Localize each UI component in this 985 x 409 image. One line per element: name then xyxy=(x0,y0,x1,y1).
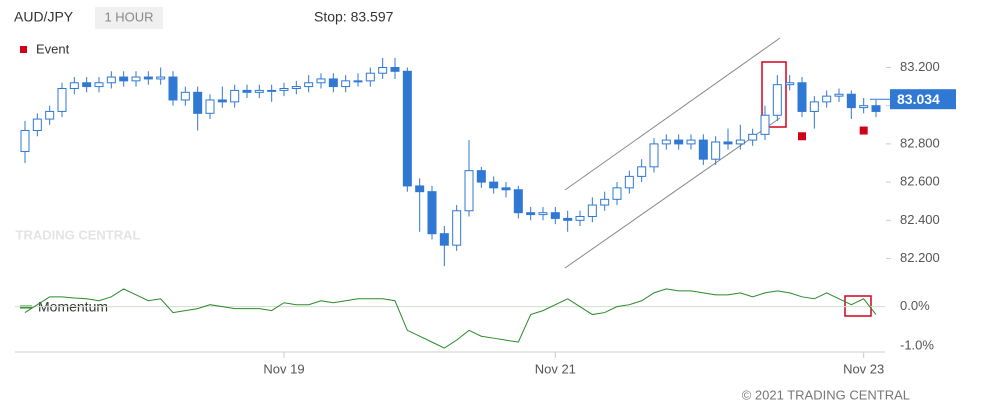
candle-body xyxy=(686,139,696,145)
candle-body xyxy=(217,99,227,103)
candle-body xyxy=(587,204,597,218)
candle-body xyxy=(600,198,610,206)
candle-body xyxy=(637,166,647,177)
candle-body xyxy=(353,80,363,83)
candle-body xyxy=(106,76,116,84)
x-tick-label: Nov 23 xyxy=(843,361,884,376)
candle-body xyxy=(748,133,758,141)
channel-lower xyxy=(564,117,781,269)
candle-body xyxy=(267,89,277,92)
candle-body xyxy=(538,212,548,216)
candle-body xyxy=(279,87,289,91)
channel-upper xyxy=(564,37,781,191)
highlight-box xyxy=(844,295,872,317)
candle-body xyxy=(501,187,511,191)
candle-body xyxy=(575,216,585,221)
event-marker xyxy=(798,132,806,141)
y-tick-label: 82.200 xyxy=(900,250,940,265)
last-price-tag xyxy=(890,89,956,110)
candle-body xyxy=(402,70,412,187)
candle-body xyxy=(797,82,807,112)
candle-body xyxy=(526,212,536,216)
candle-body xyxy=(427,191,437,235)
candle-body xyxy=(378,66,388,74)
candle-body xyxy=(94,82,104,88)
copyright: © 2021 TRADING CENTRAL xyxy=(742,387,910,402)
symbol: AUD/JPY xyxy=(14,9,74,25)
candle-body xyxy=(390,66,400,72)
candle-body xyxy=(143,76,153,80)
candle-body xyxy=(859,105,869,109)
candle-body xyxy=(550,212,560,219)
candle-body xyxy=(365,72,375,82)
candle-body xyxy=(32,118,42,132)
event-legend-marker xyxy=(20,46,27,53)
candle-body xyxy=(612,187,622,200)
candle-body xyxy=(328,78,338,88)
candle-body xyxy=(785,82,795,86)
candle-body xyxy=(735,139,745,145)
y-tick-label: 82.400 xyxy=(900,212,940,227)
candle-body xyxy=(341,80,351,88)
candle-body xyxy=(649,143,659,168)
candle-body xyxy=(674,139,684,145)
candle-body xyxy=(809,101,819,112)
candle-body xyxy=(723,141,733,145)
candle-body xyxy=(464,170,474,212)
candle-body xyxy=(156,76,166,80)
candle-body xyxy=(254,89,264,93)
stop-label: Stop: 83.597 xyxy=(314,9,394,25)
y-tick-label: 82.800 xyxy=(900,135,940,150)
candle-body xyxy=(131,76,141,82)
candle-body xyxy=(698,139,708,160)
candle-body xyxy=(822,95,832,103)
candle-body xyxy=(291,86,301,89)
candle-body xyxy=(834,93,844,97)
candle-body xyxy=(168,76,178,101)
candle-body xyxy=(476,170,486,183)
candle-body xyxy=(45,110,55,120)
candle-body xyxy=(415,185,425,193)
candle-body xyxy=(57,87,67,112)
watermark: TRADING CENTRAL xyxy=(16,227,141,242)
candle-body xyxy=(489,181,499,189)
y-tick-label: 0.0% xyxy=(900,298,930,313)
y-tick-label: 83.200 xyxy=(900,59,940,74)
y-tick-label: 82.600 xyxy=(900,174,940,189)
candle-body xyxy=(871,105,881,112)
candle-body xyxy=(69,82,79,89)
candle-body xyxy=(20,130,30,153)
candle-body xyxy=(230,89,240,103)
candle-body xyxy=(242,89,252,93)
last-price-label: 83.034 xyxy=(897,91,940,107)
candle-body xyxy=(760,114,770,135)
event-marker xyxy=(859,126,868,135)
highlight-box xyxy=(761,61,787,128)
candle-body xyxy=(82,82,92,88)
timeframe[interactable]: 1 HOUR xyxy=(104,9,153,24)
candle-body xyxy=(513,189,523,214)
candle-body xyxy=(452,210,462,246)
candle-body xyxy=(772,84,782,116)
x-tick-label: Nov 21 xyxy=(535,361,576,376)
candle-body xyxy=(119,76,129,82)
candle-body xyxy=(711,141,721,160)
timeframe-box[interactable] xyxy=(95,7,163,29)
candle-body xyxy=(205,99,215,114)
candle-body xyxy=(661,139,671,145)
candle-body xyxy=(439,233,449,246)
event-legend: Event xyxy=(36,41,70,56)
candle-body xyxy=(316,78,326,84)
candle-body xyxy=(563,217,573,221)
momentum-line xyxy=(24,288,877,349)
x-tick-label: Nov 19 xyxy=(263,361,304,376)
candle-body xyxy=(304,82,314,88)
candle-body xyxy=(846,93,856,109)
candle-body xyxy=(180,91,190,101)
candle-body xyxy=(624,175,634,189)
candle-body xyxy=(193,91,203,114)
y-tick-label: -1.0% xyxy=(900,337,934,352)
